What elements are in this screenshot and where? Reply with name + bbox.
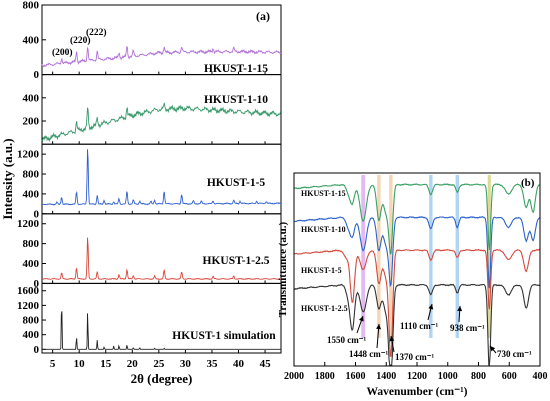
y-tick-label: 800 [23,238,40,250]
x-tick-label: 1600 [346,371,366,382]
x-tick-label: 600 [502,371,517,382]
y-tick-label: 400 [23,188,40,200]
band-highlight [487,175,491,338]
band-highlight [361,175,366,338]
x-tick-label: 800 [471,371,486,382]
arrow-head [358,316,364,322]
ftir-series-line [293,183,541,255]
ftir-series-line [293,215,541,289]
peak-annotation: 730 cm⁻¹ [497,349,532,359]
x-tick-label: 15 [100,358,112,370]
series-label: HKUST-1-2.5 [301,304,348,313]
x-axis-label: 2θ (degree) [131,371,193,386]
xrd-series-line [41,102,282,143]
series-label: HKUST-1-15 [204,63,268,75]
y-tick-label: 0 [34,208,40,220]
xrd-series-line [41,149,282,206]
x-tick-label: 40 [233,358,245,370]
series-label: HKUST-1-5 [207,177,266,189]
arrow-head [457,306,463,312]
y-tick-label: 400 [23,92,40,104]
y-tick-label: 1600 [17,285,40,297]
y-tick-label: 400 [23,34,40,46]
peak-annotation: 1370 cm⁻¹ [395,352,434,362]
series-label: HKUST-1-15 [301,189,346,198]
x-tick-label: 35 [206,358,218,370]
x-axis-label: Wavenumber (cm⁻¹) [367,386,468,398]
ftir-series-line [293,283,541,366]
arrow-head [389,336,395,342]
x-tick-label: 400 [533,371,548,382]
series-label: HKUST-1-10 [204,94,268,106]
y-tick-label: 1200 [17,218,40,230]
peak-annotation: 1448 cm⁻¹ [349,349,388,359]
arrow-head [376,324,382,330]
arrow-head [490,346,496,352]
y-tick-label: 0 [34,278,40,290]
y-tick-label: 1200 [17,300,40,312]
series-label: HKUST-1 simulation [172,330,276,342]
y-tick-label: 0 [34,69,40,81]
x-tick-label: 1000 [438,371,458,382]
peak-annotation: 938 cm⁻¹ [450,323,485,333]
y-tick-label: 800 [23,315,40,327]
y-tick-label: 400 [23,329,40,341]
y-tick-label: 0 [34,344,40,356]
x-tick-label: 1200 [407,371,427,382]
y-axis-label: Intensity (a.u.) [0,138,15,219]
series-label: HKUST-1-10 [301,225,346,234]
band-highlight [429,175,433,338]
x-tick-label: 5 [50,358,56,370]
peak-label: (222) [86,27,107,38]
y-tick-label: 800 [23,0,40,12]
panel-label: (b) [521,177,535,189]
peak-annotation: 1550 cm⁻¹ [327,335,366,345]
x-tick-label: 45 [260,358,272,370]
band-highlight [389,175,393,338]
x-tick-label: 2000 [284,371,304,382]
ftir-series-line [293,248,541,357]
subplot-frame [41,213,282,284]
x-tick-label: 20 [127,358,139,370]
band-highlight [377,175,381,338]
subplot-frame [41,282,282,354]
y-axis-label: Transmittance (a.u.) [277,221,289,317]
x-tick-label: 25 [153,358,165,370]
series-label: HKUST-1-5 [301,266,342,275]
x-tick-label: 1800 [315,371,335,382]
xrd-series-line [41,237,281,281]
y-tick-label: 1200 [17,149,40,161]
y-tick-label: 400 [23,258,40,270]
peak-label: (200) [52,47,73,58]
arrow-head [428,304,434,310]
series-label: HKUST-1-2.5 [203,255,270,267]
panel-label: (a) [256,9,270,23]
x-tick-label: 1400 [376,371,396,382]
band-highlight [455,175,459,338]
y-tick-label: 800 [23,169,40,181]
peak-annotation: 1110 cm⁻¹ [400,321,438,331]
xrd-series-line [41,46,282,68]
y-tick-label: 200 [23,116,40,128]
x-tick-label: 10 [74,358,86,370]
peak-label: (220) [70,35,91,46]
xrd-series-line [42,311,281,350]
x-tick-label: 30 [180,358,192,370]
